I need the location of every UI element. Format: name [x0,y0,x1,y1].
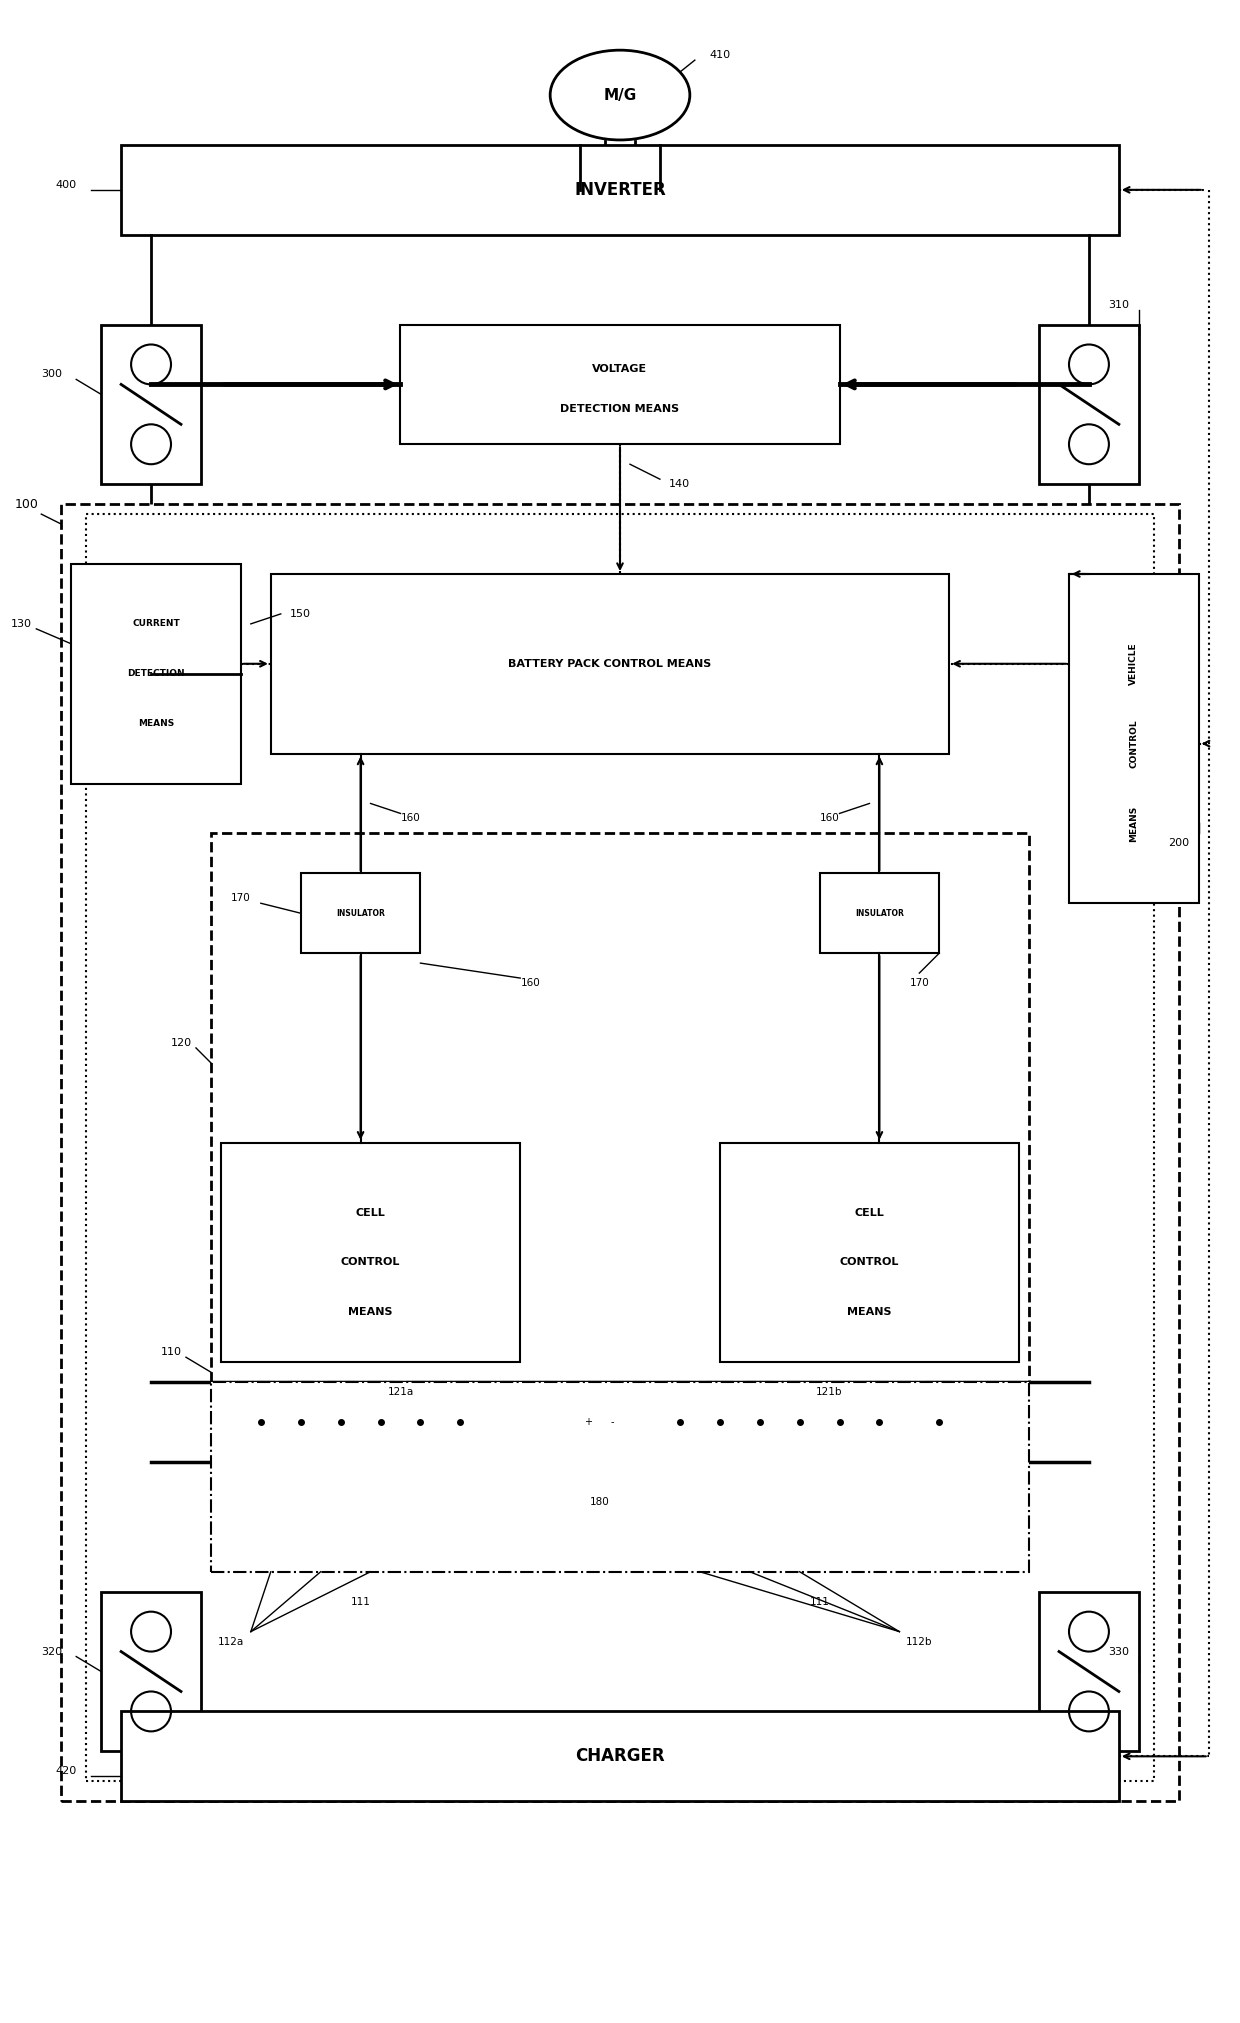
Bar [211,1382,1029,1572]
Text: 200: 200 [1168,838,1189,848]
Text: 180: 180 [590,1497,610,1507]
Text: CONTROL: CONTROL [1130,720,1138,769]
Text: 170: 170 [909,977,929,987]
Text: 400: 400 [56,180,77,190]
Bar [368,1382,393,1463]
Text: 160: 160 [401,813,420,823]
Text: BATTERY PACK CONTROL MEANS: BATTERY PACK CONTROL MEANS [508,659,712,670]
Bar [301,874,420,953]
Text: 320: 320 [41,1647,62,1657]
Text: INSULATOR: INSULATOR [856,908,904,918]
Text: +: + [584,1416,591,1426]
Bar [748,1382,771,1463]
Bar [71,564,241,783]
Text: 160: 160 [820,813,839,823]
Bar [401,324,839,445]
Text: 121b: 121b [816,1388,843,1398]
Text: 100: 100 [15,498,38,510]
Text: -: - [610,1416,614,1426]
Text: 130: 130 [11,619,32,629]
Text: CONTROL: CONTROL [839,1258,899,1268]
Bar [249,1382,273,1463]
Bar [449,1382,472,1463]
Bar [827,1382,852,1463]
Text: 420: 420 [56,1766,77,1776]
Text: CONTROL: CONTROL [341,1258,401,1268]
Text: CURRENT: CURRENT [133,619,180,629]
Text: INSULATOR: INSULATOR [336,908,384,918]
Bar [928,1382,951,1463]
Text: MEANS: MEANS [138,718,174,728]
Text: 111: 111 [810,1596,830,1606]
Bar [87,514,1153,1782]
Text: CHARGER: CHARGER [575,1748,665,1766]
Text: 150: 150 [290,609,311,619]
Text: DETECTION MEANS: DETECTION MEANS [560,405,680,415]
Text: 300: 300 [41,370,62,380]
Bar [868,1382,892,1463]
Text: MEANS: MEANS [847,1307,892,1317]
Text: 410: 410 [709,51,730,61]
Bar [570,1382,630,1463]
Text: DETECTION: DETECTION [128,670,185,678]
Bar [102,324,201,483]
Bar [329,1382,352,1463]
Text: M/G: M/G [604,87,636,103]
Ellipse shape [551,51,689,140]
Text: 310: 310 [1109,299,1130,310]
Bar [708,1382,732,1463]
Text: 330: 330 [1109,1647,1130,1657]
Text: 140: 140 [670,479,691,490]
Text: MEANS: MEANS [1130,805,1138,842]
Bar [1069,575,1199,902]
Bar [1039,324,1138,483]
Bar [719,1143,1019,1361]
Bar [408,1382,433,1463]
Bar [122,146,1118,235]
Text: 170: 170 [231,894,250,902]
Bar [1039,1592,1138,1752]
Bar [102,1592,201,1752]
Text: 111: 111 [351,1596,371,1606]
Bar [221,1143,521,1361]
Text: 120: 120 [170,1038,191,1048]
Text: CELL: CELL [854,1208,884,1218]
Bar [668,1382,692,1463]
Text: 160: 160 [521,977,541,987]
Bar [61,504,1179,1800]
Text: VOLTAGE: VOLTAGE [593,364,647,374]
Text: VEHICLE: VEHICLE [1130,643,1138,686]
Text: 121a: 121a [387,1388,414,1398]
Text: 112a: 112a [218,1637,244,1647]
Bar [787,1382,811,1463]
Text: 110: 110 [160,1347,181,1357]
Text: 112b: 112b [906,1637,932,1647]
Bar [289,1382,312,1463]
Bar [122,1711,1118,1800]
Text: CELL: CELL [356,1208,386,1218]
Bar [270,575,950,755]
Bar [211,833,1029,1382]
Bar [820,874,939,953]
Text: INVERTER: INVERTER [574,180,666,198]
Text: MEANS: MEANS [348,1307,393,1317]
